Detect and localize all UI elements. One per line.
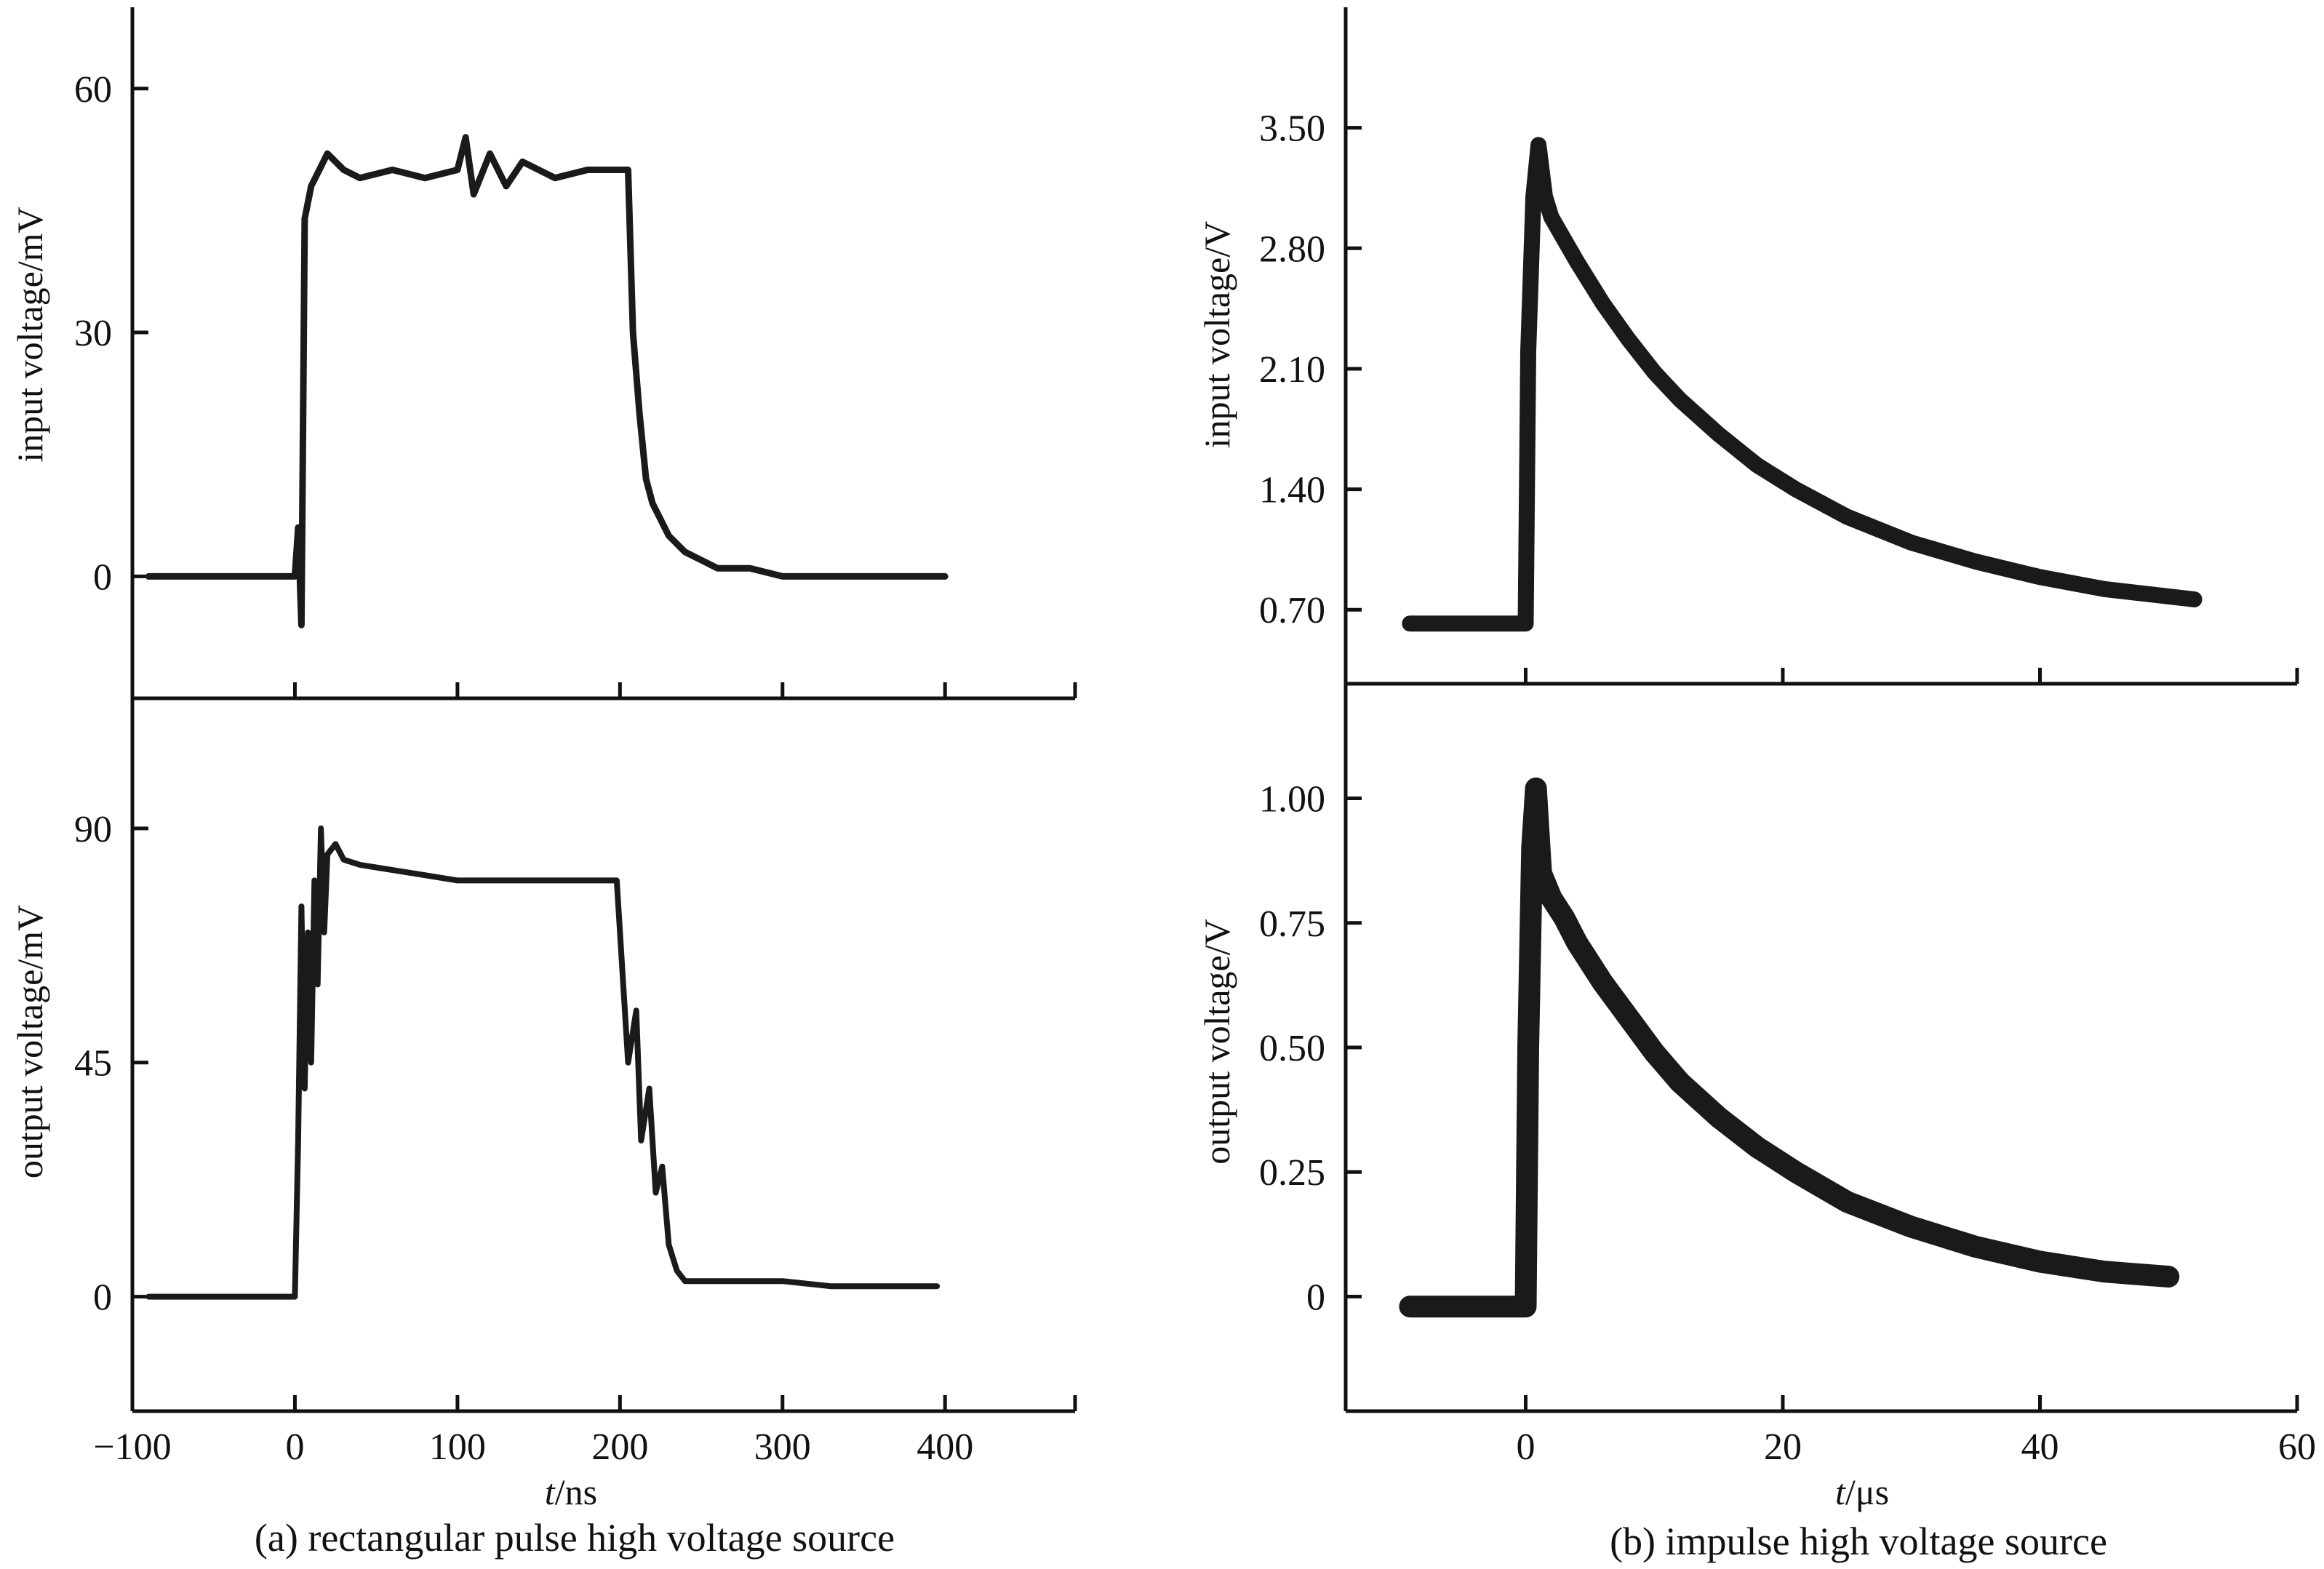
x-tick-label: 400 — [917, 1426, 973, 1468]
y-tick-label: 0.25 — [1259, 1152, 1325, 1194]
y-tick-label: 0 — [93, 1277, 112, 1319]
xlabel-right-unit: /μs — [1845, 1472, 1889, 1512]
y-tick-label: 0 — [1306, 1277, 1325, 1318]
series-trace — [1399, 777, 2180, 1318]
y-tick-label: 3.50 — [1259, 108, 1325, 150]
y-tick-label: 90 — [74, 809, 112, 850]
ylabel-b-top: input voltage/V — [1197, 221, 1237, 448]
panel-a-bottom: 0 45 90 −100 0 100 200 300 400 — [74, 698, 1077, 1468]
caption-left: (a) rectangular pulse high voltage sourc… — [255, 1516, 895, 1560]
xlabel-left: t/ns — [545, 1472, 597, 1512]
xlabel-right: t/μs — [1835, 1472, 1889, 1512]
y-tick-label: 45 — [74, 1043, 112, 1085]
y-tick-label: 0.50 — [1259, 1028, 1325, 1069]
y-tick-label: 60 — [74, 69, 112, 111]
x-tick-label: 100 — [429, 1426, 486, 1468]
x-tick-label: −100 — [93, 1426, 171, 1468]
series-trace — [1402, 137, 2203, 632]
x-tick-label: 40 — [2021, 1426, 2059, 1468]
panel-b-bottom: 0 0.25 0.50 0.75 1.00 0 20 40 60 — [1259, 684, 2316, 1468]
x-tick-label: 20 — [1764, 1426, 1802, 1468]
caption-right: (b) impulse high voltage source — [1610, 1520, 2107, 1563]
y-tick-label: 2.80 — [1259, 228, 1325, 270]
x-tick-label: 300 — [754, 1426, 811, 1468]
ylabel-a-top: input voltage/mV — [9, 207, 50, 462]
x-tick-label: 200 — [591, 1426, 648, 1468]
xlabel-left-symbol: t — [545, 1472, 556, 1512]
xlabel-right-symbol: t — [1835, 1472, 1846, 1512]
xlabel-left-unit: /ns — [555, 1472, 597, 1512]
panel-b-top: 0.70 1.40 2.10 2.80 3.50 — [1259, 7, 2299, 686]
x-tick-label: 60 — [2278, 1426, 2316, 1468]
series-trace — [145, 825, 941, 1300]
y-tick-label: 30 — [74, 313, 112, 354]
y-tick-label: 2.10 — [1259, 349, 1325, 391]
series-trace — [145, 134, 949, 628]
y-tick-label: 0 — [93, 556, 112, 598]
panel-a-top: 0 30 60 — [74, 7, 1077, 700]
x-tick-label: 0 — [285, 1426, 304, 1468]
y-tick-label: 0.70 — [1259, 590, 1325, 631]
y-tick-label: 1.40 — [1259, 470, 1325, 511]
x-tick-label: 0 — [1516, 1426, 1535, 1468]
y-tick-label: 1.00 — [1259, 779, 1325, 821]
y-tick-label: 0.75 — [1259, 903, 1325, 945]
ylabel-b-bottom: output voltage/V — [1197, 919, 1237, 1164]
ylabel-a-bottom: output voltage/mV — [9, 905, 50, 1178]
